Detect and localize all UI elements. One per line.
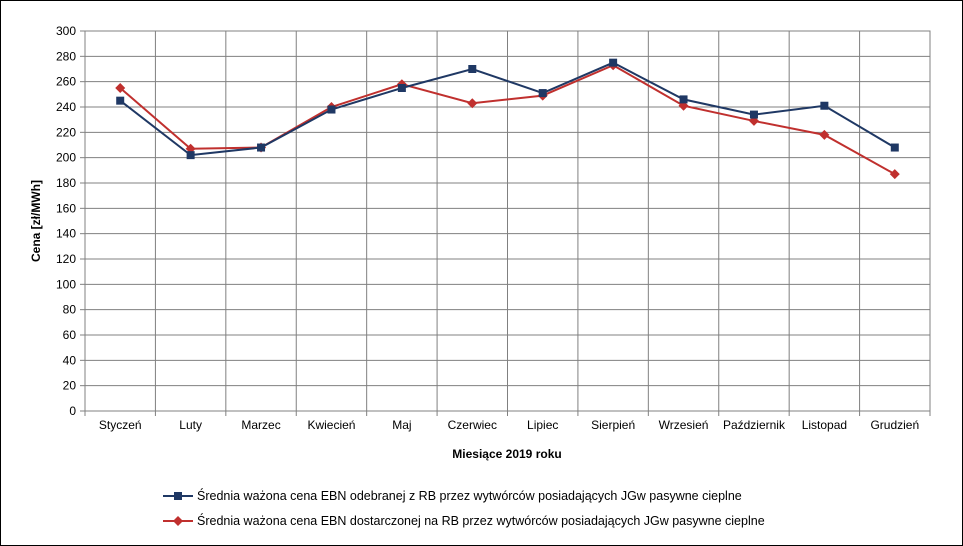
y-tick-label: 240	[56, 100, 76, 114]
data-point	[327, 105, 336, 114]
legend-item-2: Średnia ważona cena EBN dostarczonej na …	[163, 513, 765, 528]
y-tick-label: 100	[56, 277, 76, 291]
data-point	[679, 95, 688, 104]
x-tick-label: Wrzesień	[659, 418, 709, 432]
data-point	[467, 98, 478, 109]
data-point	[538, 89, 547, 98]
y-tick-label: 280	[56, 49, 76, 63]
series-layer	[115, 58, 900, 180]
x-tick-label: Kwiecień	[307, 418, 355, 432]
data-point	[890, 143, 899, 152]
y-tick-label: 260	[56, 75, 76, 89]
legend-item-1: Średnia ważona cena EBN odebranej z RB p…	[163, 488, 742, 503]
series-1	[116, 58, 899, 160]
x-tick-label: Luty	[179, 418, 202, 432]
y-tick-label: 120	[56, 252, 76, 266]
y-tick-label: 200	[56, 151, 76, 165]
y-tick-label: 0	[69, 404, 76, 418]
data-point	[889, 169, 900, 180]
y-tick-label: 160	[56, 201, 76, 215]
y-tick-label: 40	[63, 353, 77, 367]
y-tick-label: 140	[56, 227, 76, 241]
y-axis-ticks: 0 20 40 60 80 100 120 140 160 180 200 220 240 260 280 3…	[56, 24, 85, 418]
data-point	[609, 58, 618, 67]
legend-label: Średnia ważona cena EBN dostarczonej na …	[197, 513, 765, 528]
legend: Średnia ważona cena EBN odebranej z RB p…	[163, 488, 765, 528]
legend-marker	[174, 492, 182, 500]
data-point	[186, 151, 195, 160]
x-tick-label: Sierpień	[591, 418, 635, 432]
y-tick-label: 60	[63, 328, 77, 342]
x-tick-label: Marzec	[241, 418, 280, 432]
x-tick-label: Październik	[723, 418, 786, 432]
y-tick-label: 180	[56, 176, 76, 190]
series-line	[119, 61, 896, 157]
x-axis-title: Miesiące 2019 roku	[452, 447, 561, 461]
data-point	[115, 83, 126, 93]
x-tick-label: Listopad	[802, 418, 847, 432]
data-point	[749, 110, 758, 119]
y-tick-label: 20	[63, 379, 77, 393]
x-tick-label: Czerwiec	[448, 418, 497, 432]
data-point	[397, 84, 406, 92]
x-axis-ticks: Styczeń Luty Marzec Kwiecień Maj Czerwiec Lipi…	[84, 411, 931, 432]
y-tick-label: 80	[63, 303, 77, 317]
data-point	[468, 65, 477, 73]
data-point	[819, 129, 830, 140]
data-point	[116, 96, 125, 105]
y-tick-label: 300	[56, 24, 76, 38]
y-tick-label: 220	[56, 125, 76, 139]
series-line	[119, 64, 896, 176]
legend-label: Średnia ważona cena EBN odebranej z RB p…	[197, 488, 742, 503]
legend-marker	[173, 516, 183, 526]
y-axis-title: Cena [zł/MWh]	[29, 180, 43, 262]
x-tick-label: Maj	[392, 418, 411, 432]
x-tick-label: Grudzień	[870, 418, 919, 432]
data-point	[257, 143, 266, 152]
data-point	[820, 101, 829, 110]
x-tick-label: Styczeń	[99, 418, 142, 432]
x-tick-label: Lipiec	[527, 418, 558, 432]
